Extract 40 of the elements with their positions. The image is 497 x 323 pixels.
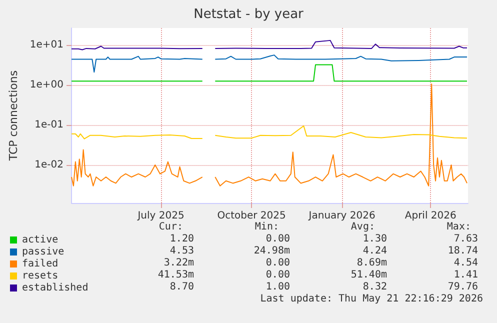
- x-tick-label: July 2025: [136, 210, 184, 222]
- text: 1.00: [266, 282, 290, 292]
- text: Avg:: [350, 222, 375, 232]
- text: Last update: Thu May 21 22:16:29 2026: [260, 294, 483, 304]
- text: 8.70: [170, 282, 194, 292]
- text: 0.00: [266, 258, 290, 268]
- text: 4.53: [170, 246, 194, 256]
- text: 24.98m: [254, 246, 290, 256]
- text: 4.54: [454, 258, 478, 268]
- text: 4.24: [362, 246, 387, 256]
- legend-label: failed: [22, 258, 58, 270]
- text: 51.40m: [350, 270, 387, 280]
- text: 79.76: [448, 282, 478, 292]
- text: 0.00: [266, 270, 290, 280]
- y-tick-label: 1e+00: [30, 79, 64, 90]
- text: 8.32: [362, 282, 387, 292]
- y-tick-label: 1e+01: [30, 39, 64, 50]
- text: 7.63: [454, 234, 478, 244]
- x-tick-label: October 2025: [217, 210, 286, 222]
- text: 3.22m: [164, 258, 194, 268]
- legend-label: established: [22, 282, 88, 294]
- y-axis-title: TCP connections: [7, 70, 20, 162]
- x-tick-label: January 2026: [308, 210, 376, 222]
- x-tick-label: April 2026: [404, 210, 456, 222]
- chart-title: Netstat - by year: [194, 7, 304, 22]
- text: Min:: [254, 222, 279, 232]
- y-tick-label: 1e-02: [34, 159, 64, 170]
- text: Max:: [446, 222, 471, 232]
- text: 8.69m: [356, 258, 387, 268]
- text: 1.20: [170, 234, 194, 244]
- y-tick-label: 1e-01: [34, 119, 64, 130]
- legend-label: active: [22, 234, 58, 246]
- legend-label: passive: [22, 246, 64, 258]
- text: 41.53m: [158, 270, 194, 280]
- text: 1.41: [454, 270, 478, 280]
- text: 18.74: [448, 246, 478, 256]
- text: 0.00: [266, 234, 290, 244]
- legend-label: resets: [22, 270, 58, 282]
- text: Cur:: [158, 222, 183, 232]
- text: 1.30: [362, 234, 387, 244]
